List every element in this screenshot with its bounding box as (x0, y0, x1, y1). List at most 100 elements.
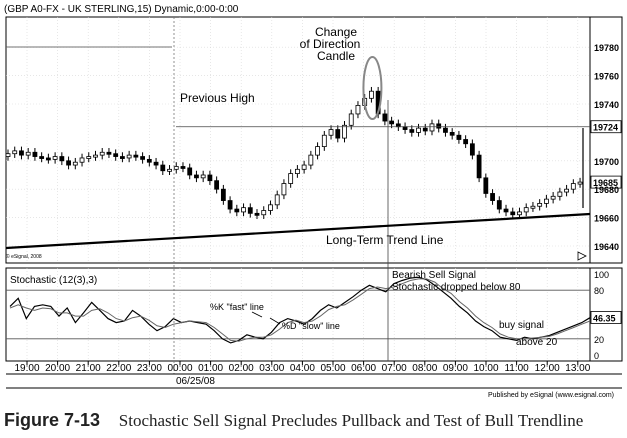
change-direction-line: Candle (317, 49, 355, 63)
candle-body (443, 127, 448, 133)
candle-body (194, 174, 199, 179)
candle-body (19, 150, 24, 156)
price-tick-label: 19760 (594, 72, 619, 82)
time-tick-label: 07:00 (382, 363, 407, 374)
price-tick-label: 19780 (594, 43, 619, 53)
candle-body (133, 154, 139, 158)
date-label: 06/25/08 (176, 376, 215, 387)
figure-caption: Figure 7-13 Stochastic Sell Signal Precl… (4, 410, 624, 434)
figure-title: Stochastic Sell Signal Precludes Pullbac… (118, 411, 584, 430)
buy-signal-label: buy signal (499, 320, 544, 331)
price-candles (5, 86, 584, 220)
candle-body (395, 123, 401, 128)
candle-body (308, 154, 314, 166)
candle-body (146, 158, 152, 163)
stochastic-dropped-label: Stochastic dropped below 80 (392, 282, 521, 293)
candle-body (469, 143, 475, 156)
candle-body (301, 164, 307, 170)
candle-body (173, 166, 179, 170)
time-tick-label: 02:00 (229, 363, 254, 374)
bearish-signal-label: Bearish Sell Signal (392, 270, 476, 281)
candle-body (160, 164, 166, 172)
candle-body (247, 207, 253, 214)
candle-body (328, 129, 334, 136)
stochastic-title: Stochastic (12(3),3) (10, 275, 97, 286)
slow-line (9, 278, 591, 342)
candle-body (422, 127, 428, 132)
candle-body (510, 211, 516, 216)
time-tick-label: 11:00 (504, 363, 529, 374)
time-tick-label: 23:00 (137, 363, 162, 374)
change-direction-line: of Direction (300, 37, 361, 51)
above-20-label: above 20 (516, 337, 558, 348)
candle-body (120, 156, 125, 159)
stochastic-value-label: 46.35 (593, 313, 616, 323)
candle-body (25, 151, 31, 156)
annotation-marks: 46.35 19724 19685 (5, 17, 622, 374)
candle-body (86, 156, 92, 159)
copyright-label: © eSignal, 2008 (6, 253, 42, 260)
time-tick-label: 22:00 (106, 363, 131, 374)
axis-ticks: 19780 19760 19740 19700 19680 19660 19640 100 80… (6, 43, 622, 389)
candle-body (577, 181, 583, 185)
slow-line-pointer (269, 317, 281, 325)
candle-body (389, 120, 395, 125)
price-value-box (590, 120, 622, 134)
candle-body (449, 131, 455, 136)
fast-line-label: %K "fast" line (210, 302, 264, 312)
figure-number: Figure 7-13 (4, 410, 101, 430)
candle-body (268, 204, 273, 211)
candle-body (227, 200, 233, 210)
slow-line-label: %D "slow" line (282, 321, 340, 331)
trend-line (5, 212, 591, 250)
candle-body (369, 90, 374, 99)
candle-body (544, 198, 549, 204)
candle-body (503, 208, 509, 213)
candle-body (476, 154, 482, 179)
candle-body (72, 161, 78, 166)
scroll-arrow-icon (577, 251, 587, 261)
candle-body (335, 129, 341, 139)
price-tick-label: 19680 (594, 185, 619, 195)
candle-body (66, 160, 71, 166)
candle-body (537, 202, 543, 207)
stochastic-tick-label: 100 (594, 270, 609, 280)
previous-high-label: Previous High (180, 91, 255, 105)
change-direction-label: Change of Direction Candle (300, 25, 361, 63)
candle-body (550, 195, 556, 200)
time-tick-label: 03:00 (259, 363, 284, 374)
candle-body (416, 127, 421, 133)
stochastic-panel-frame (5, 267, 623, 362)
candle-body (93, 154, 98, 158)
candle-body (429, 123, 435, 132)
candle-body (496, 200, 502, 210)
candle-body (5, 153, 11, 157)
candle-body (45, 157, 51, 161)
time-tick-label: 20:00 (45, 363, 70, 374)
candle-body (409, 129, 415, 133)
candle-body (490, 193, 495, 201)
candle-body (32, 151, 38, 157)
candle-body (321, 134, 327, 148)
time-tick-label: 09:00 (443, 363, 468, 374)
candle-body (564, 188, 569, 193)
price-value-box (590, 175, 622, 189)
price-tick-label: 19660 (594, 214, 619, 224)
publisher-footer: Published by eSignal (www.esignal.com) (488, 392, 614, 399)
candle-body (241, 207, 246, 213)
fast-line-pointer (251, 311, 263, 318)
candle-body (52, 156, 58, 160)
change-of-direction-highlight (362, 56, 383, 120)
candle-body (355, 105, 361, 115)
price-tick-label: 19740 (594, 100, 619, 110)
time-tick-label: 19:00 (14, 363, 39, 374)
stochastic-lines (9, 276, 591, 344)
candle-body (261, 210, 267, 216)
time-tick-label: 13:00 (565, 363, 590, 374)
price-value-label: 19724 (593, 123, 618, 133)
candle-body (140, 156, 146, 160)
candle-body (483, 177, 489, 194)
time-tick-label: 05:00 (320, 363, 345, 374)
stochastic-grid (5, 267, 623, 362)
time-tick-label: 12:00 (535, 363, 560, 374)
